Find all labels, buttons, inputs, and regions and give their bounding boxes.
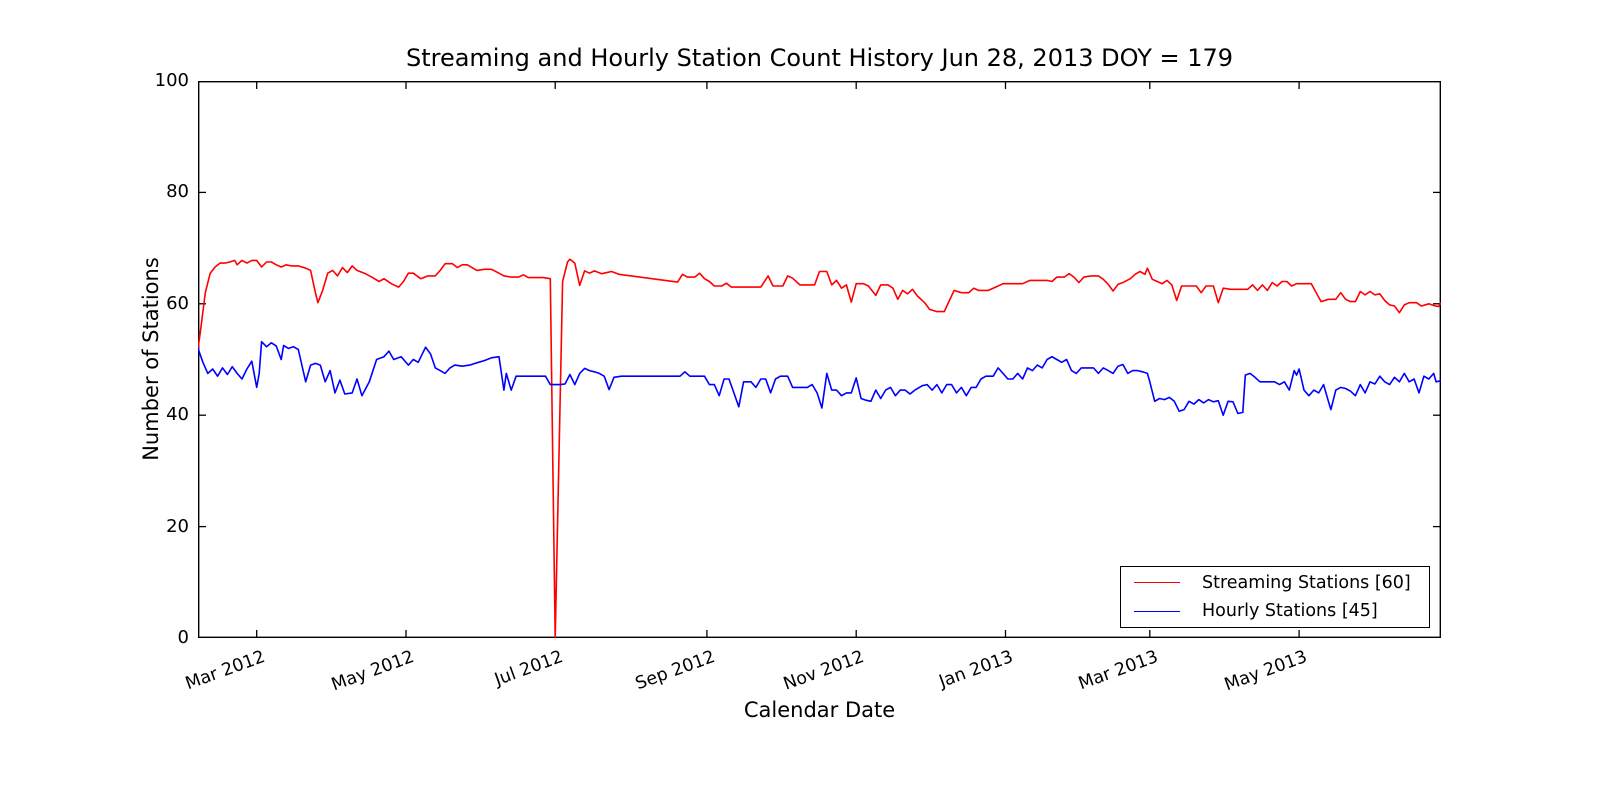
- legend-line-sample: [1134, 582, 1180, 584]
- x-tick-label: May 2013: [1222, 647, 1310, 696]
- legend-line-sample: [1134, 610, 1180, 612]
- chart-title: Streaming and Hourly Station Count Histo…: [405, 44, 1234, 72]
- y-tick-label: 0: [177, 627, 189, 648]
- y-tick-label: 60: [166, 292, 189, 314]
- legend: Streaming Stations [60] Hourly Stations […: [1120, 566, 1430, 628]
- legend-item: Streaming Stations [60]: [1134, 571, 1421, 595]
- x-tick-label: Mar 2012: [182, 647, 268, 695]
- streaming-stations-line: [198, 258, 1441, 638]
- x-tick-label: Nov 2012: [781, 647, 868, 695]
- legend-item-label: Hourly Stations [45]: [1202, 601, 1378, 622]
- y-axis-label: Number of Stations: [139, 257, 163, 461]
- hourly-stations-line: [198, 340, 1441, 417]
- x-tick-label: Jan 2013: [937, 647, 1017, 693]
- x-tick-label: Mar 2013: [1075, 647, 1161, 695]
- y-tick-label: 100: [154, 70, 189, 91]
- x-tick-label: Sep 2012: [632, 647, 718, 695]
- x-tick-label: May 2012: [328, 647, 417, 696]
- y-tick-label: 40: [166, 404, 189, 426]
- axes-frame: [198, 81, 1441, 638]
- plot-area: [198, 81, 1441, 638]
- y-tick-label: 20: [166, 515, 189, 537]
- legend-item: Hourly Stations [45]: [1134, 600, 1421, 624]
- legend-item-label: Streaming Stations [60]: [1202, 572, 1411, 593]
- y-tick-label: 80: [166, 181, 189, 203]
- x-axis-label: Calendar Date: [743, 698, 896, 722]
- x-tick-label: Jul 2012: [492, 647, 567, 691]
